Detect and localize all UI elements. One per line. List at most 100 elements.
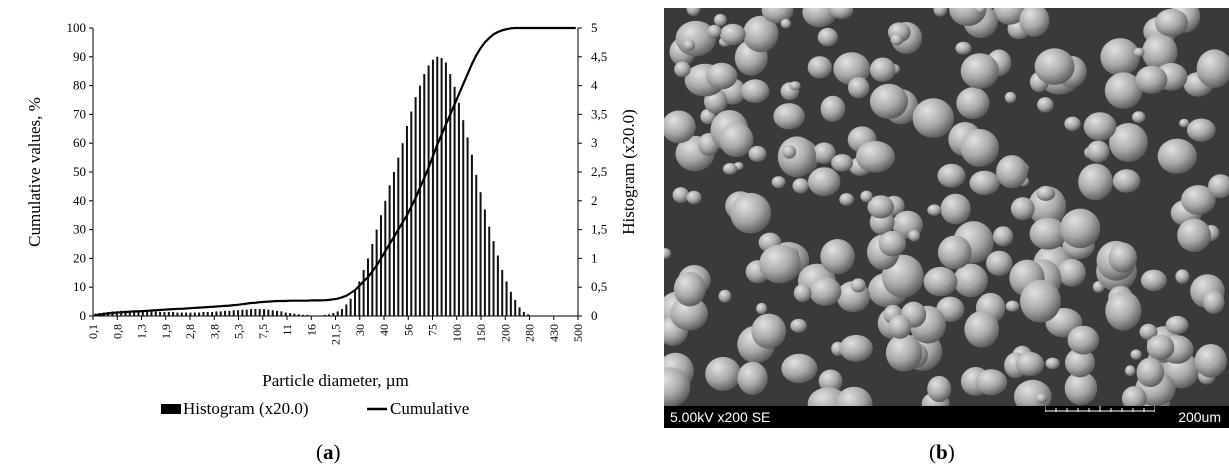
powder-particle: [664, 110, 696, 144]
histogram-bar: [193, 312, 196, 316]
histogram-bar: [488, 226, 491, 316]
powder-particle: [741, 79, 770, 103]
histogram-bar: [263, 309, 266, 316]
powder-particle: [888, 315, 912, 339]
histogram-bar: [366, 258, 369, 316]
powder-particle: [820, 95, 846, 122]
histogram-bar: [466, 137, 469, 316]
x-tick-label: 1,3: [135, 324, 149, 339]
histogram-bar: [397, 157, 400, 316]
powder-particle: [940, 193, 971, 225]
histogram-bar: [345, 304, 348, 316]
powder-particle: [986, 250, 1013, 276]
histogram-bar: [405, 125, 408, 316]
powder-particle: [706, 62, 738, 90]
powder-particle: [993, 8, 1026, 25]
x-tick-label: 5,3: [232, 324, 246, 339]
powder-particle: [1146, 334, 1175, 361]
histogram-bar: [518, 307, 521, 316]
powder-particle: [818, 369, 843, 393]
powder-particle: [1057, 258, 1086, 287]
powder-particle: [1100, 38, 1140, 76]
powder-particle: [1020, 279, 1061, 323]
powder-particle: [1139, 323, 1158, 340]
powder-particle: [1105, 291, 1142, 331]
histogram-bar: [167, 311, 170, 316]
histogram-bar: [289, 313, 292, 316]
powder-particle: [722, 163, 738, 175]
powder-particle: [793, 283, 812, 303]
histogram-bar: [250, 309, 253, 316]
right-tick-label: 0: [591, 308, 598, 323]
powder-particle: [780, 18, 791, 29]
histogram-bar: [492, 241, 495, 316]
right-tick-label: 2: [591, 193, 598, 208]
histogram-bar: [436, 56, 439, 317]
histogram-bar: [163, 311, 166, 316]
powder-particle: [1010, 197, 1035, 221]
powder-particle: [908, 229, 920, 242]
histogram-bar: [228, 310, 231, 316]
histogram-bar: [310, 315, 313, 316]
powder-particle: [1179, 118, 1190, 128]
powder-particle: [808, 167, 841, 197]
powder-particle: [730, 192, 772, 234]
powder-particle: [720, 23, 746, 45]
left-tick-label: 90: [73, 49, 86, 64]
x-tick-label: 30: [353, 324, 367, 336]
powder-particle: [1132, 111, 1146, 123]
powder-particle: [860, 190, 873, 203]
histogram-bar: [258, 309, 261, 316]
histogram-bar: [384, 200, 387, 316]
powder-particle: [789, 81, 801, 91]
right-tick-label: 0,5: [591, 279, 607, 294]
powder-particle: [1140, 269, 1167, 292]
histogram-bar: [150, 311, 153, 316]
powder-particle: [1130, 349, 1142, 360]
powder-particle: [923, 266, 958, 297]
histogram-bar: [427, 65, 430, 316]
right-tick-label: 3,5: [591, 106, 607, 121]
histogram-bar: [141, 310, 144, 316]
x-tick-label: 7,5: [256, 324, 270, 339]
left-tick-label: 70: [73, 106, 86, 121]
histogram-bar: [423, 74, 426, 316]
x-axis-title: Particle diameter, µm: [262, 371, 408, 390]
powder-particle: [773, 103, 805, 130]
powder-particle: [1194, 344, 1227, 378]
powder-particle: [802, 8, 837, 28]
histogram-bar: [353, 290, 356, 316]
histogram-bar: [475, 174, 478, 316]
x-tick-label: 200: [498, 324, 512, 342]
histogram-bar: [133, 310, 136, 316]
powder-particle: [1036, 185, 1056, 201]
powder-particle: [1175, 269, 1190, 284]
particle-size-chart: 0 10 20 30 40 50 60 70 80 90 100 0 0,5 1 1,5 2 2,5 3 3,5 4 4…: [25, 20, 638, 418]
left-tick-label: 50: [73, 164, 86, 179]
histogram-bar: [340, 309, 343, 316]
powder-particle: [674, 61, 691, 78]
histogram-bar: [362, 269, 365, 316]
powder-particle: [1035, 393, 1048, 404]
powder-particle: [878, 230, 907, 257]
powder-particle: [960, 129, 999, 167]
powder-particle: [912, 98, 954, 138]
powder-particle: [964, 311, 999, 348]
powder-particle: [1121, 386, 1147, 411]
sem-micrograph: 5.00kV x200 SE 200um: [664, 8, 1229, 428]
powder-particle: [839, 334, 873, 362]
powder-particle: [714, 13, 727, 27]
scale-bar: [1045, 406, 1155, 412]
histogram-bar: [137, 310, 140, 316]
left-tick-label: 30: [73, 222, 86, 237]
powder-particle: [839, 193, 854, 206]
x-tick-label: 0,1: [86, 324, 100, 339]
powder-particle: [927, 375, 952, 403]
x-tick-label: 280: [523, 324, 537, 342]
right-axis-title: Histogram (x20.0): [619, 109, 638, 235]
powder-particle: [969, 170, 1000, 196]
powder-particle: [1045, 357, 1060, 370]
x-tick-label: 430: [547, 324, 561, 342]
histogram-bar: [284, 312, 287, 316]
cumulative-line: [95, 26, 576, 317]
